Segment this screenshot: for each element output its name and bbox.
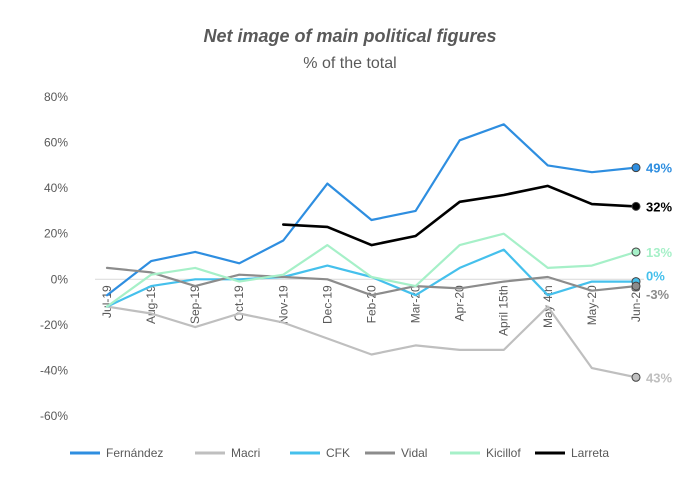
series-line-vidal (105, 266, 638, 297)
x-tick-label: Oct-19 (232, 285, 246, 321)
x-tick-label: Nov-19 (276, 285, 290, 324)
y-tick-label: -40% (40, 363, 68, 377)
legend-label: Kicillof (486, 446, 521, 460)
end-label-kicillof: 13% (646, 245, 672, 260)
end-marker-fernndez (631, 163, 641, 173)
end-label-vidal: -3% (646, 287, 670, 302)
x-tick-label: Sep-19 (188, 285, 202, 324)
end-label-larreta: 32% (646, 199, 672, 214)
end-marker-macri (631, 372, 641, 382)
x-tick-label: Aug-19 (144, 285, 158, 324)
x-tick-label: Mar-20 (409, 285, 423, 323)
end-marker-kicillof (631, 247, 641, 257)
y-axis: -60% -40% -20% 0% 20% 40% 60% 80% (40, 90, 68, 423)
series-line-larreta (282, 184, 638, 247)
y-tick-label: 80% (44, 90, 68, 104)
legend-label: CFK (326, 446, 350, 460)
end-marker-vidal (631, 281, 641, 291)
y-tick-label: 20% (44, 227, 68, 241)
legend-label: Vidal (401, 446, 427, 460)
chart-subtitle: % of the total (303, 55, 397, 72)
x-tick-label: Jul-19 (100, 285, 114, 318)
x-tick-label: Feb-20 (365, 285, 379, 323)
end-label-fernndez: 49% (646, 161, 672, 176)
legend: Fernández Macri CFK Vidal Kicillof Larreta (70, 446, 609, 460)
series-line-fernndez (105, 123, 638, 297)
end-label-cfk: 0% (646, 269, 665, 284)
legend-label: Fernández (106, 446, 163, 460)
y-tick-label: 60% (44, 136, 68, 150)
series-lines (105, 123, 638, 379)
legend-label: Macri (231, 446, 260, 460)
x-tick-label: May-20 (585, 285, 599, 325)
chart-title: Net image of main political figures (203, 26, 497, 46)
end-marker-larreta (631, 201, 641, 211)
series-line-macri (105, 305, 638, 379)
x-tick-label: Apr-20 (453, 285, 467, 321)
y-tick-label: -60% (40, 409, 68, 423)
legend-label: Larreta (571, 446, 609, 460)
y-tick-label: 0% (51, 272, 69, 286)
series-line-kicillof (105, 232, 638, 308)
x-tick-label: Jun-20 (629, 285, 643, 322)
y-tick-label: 40% (44, 181, 68, 195)
x-tick-label: April 15th (497, 285, 511, 336)
series-end-markers (631, 163, 641, 382)
x-tick-label: Dec-19 (320, 285, 334, 324)
end-label-macri: 43% (646, 370, 672, 385)
y-tick-label: -20% (40, 318, 68, 332)
series-end-labels: 49% 43% 0% -3% 13% 32% (646, 161, 672, 386)
